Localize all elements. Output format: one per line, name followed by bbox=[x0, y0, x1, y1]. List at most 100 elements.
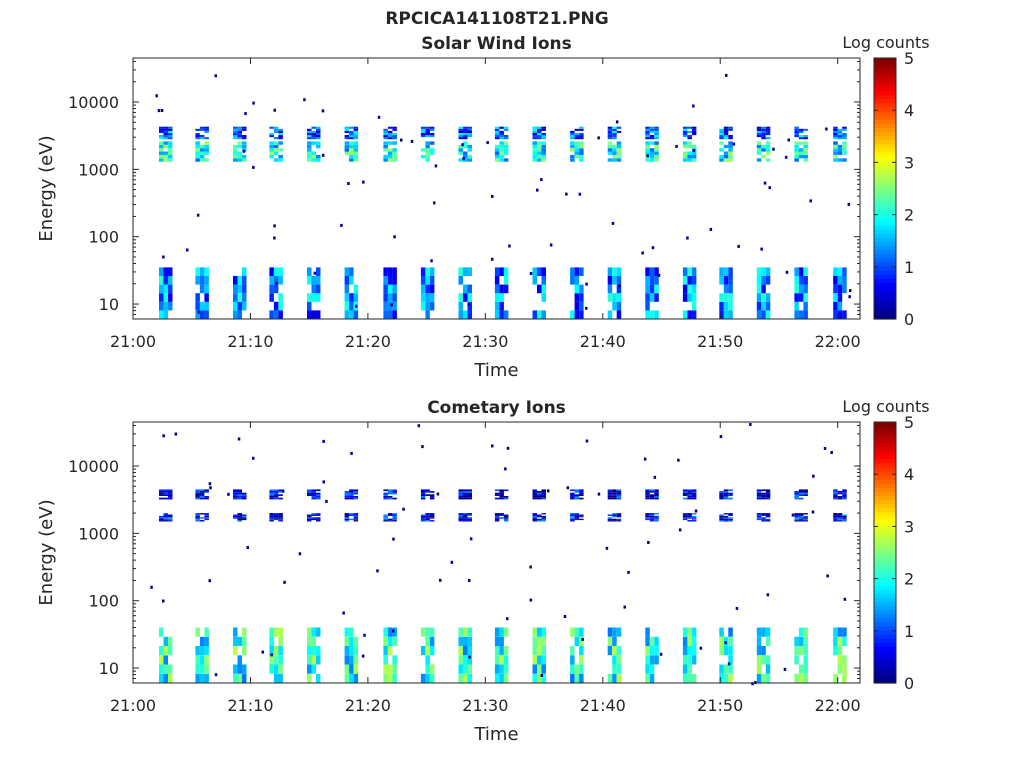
count-cell bbox=[383, 627, 388, 637]
count-cell bbox=[383, 267, 388, 276]
count-cell bbox=[607, 128, 613, 131]
count-cell bbox=[579, 497, 584, 500]
count-cell bbox=[646, 154, 649, 158]
count-cell bbox=[728, 489, 733, 492]
count-cell bbox=[761, 517, 766, 519]
count-cell bbox=[163, 513, 168, 515]
count-cell bbox=[499, 301, 504, 311]
count-cell bbox=[765, 128, 771, 131]
count-cell bbox=[503, 284, 509, 294]
colorbar-segment bbox=[874, 135, 896, 141]
count-cell bbox=[204, 514, 209, 516]
colorbar-tick-label: 0 bbox=[904, 674, 914, 693]
count-cell bbox=[463, 284, 468, 294]
colorbar-segment bbox=[874, 180, 896, 186]
count-cell bbox=[798, 489, 804, 492]
count-cell bbox=[344, 518, 350, 521]
y-tick-label: 10000 bbox=[68, 457, 119, 476]
count-cell bbox=[616, 310, 622, 319]
count-cell bbox=[429, 636, 435, 646]
y-tick-label: 100 bbox=[88, 228, 119, 247]
count-cell bbox=[344, 627, 350, 637]
count-cell bbox=[387, 310, 393, 319]
count-cell bbox=[682, 518, 688, 521]
count-cell bbox=[237, 515, 242, 518]
count-cell bbox=[463, 636, 468, 646]
count-cell bbox=[278, 128, 283, 131]
count-cell bbox=[803, 144, 808, 149]
count-cell bbox=[458, 518, 463, 521]
colorbar-segment bbox=[874, 306, 896, 312]
count-cell bbox=[383, 655, 388, 665]
count-cell bbox=[204, 496, 209, 498]
count-cell bbox=[540, 674, 543, 677]
count-cell bbox=[458, 276, 463, 285]
count-cell bbox=[833, 267, 838, 276]
count-cell bbox=[654, 518, 659, 521]
count-cell bbox=[616, 664, 622, 674]
count-cell bbox=[687, 514, 692, 516]
count-cell bbox=[392, 629, 395, 633]
count-cell bbox=[387, 133, 393, 136]
count-cell bbox=[649, 664, 655, 674]
count-cell bbox=[532, 515, 537, 518]
count-cell bbox=[723, 130, 729, 133]
count-cell bbox=[803, 664, 808, 674]
count-cell bbox=[425, 664, 430, 674]
count-cell bbox=[383, 518, 388, 521]
count-cell bbox=[570, 496, 575, 498]
count-cell bbox=[199, 310, 205, 319]
count-cell bbox=[429, 284, 435, 294]
count-cell bbox=[837, 148, 843, 152]
count-cell bbox=[645, 664, 650, 674]
count-cell bbox=[574, 517, 580, 519]
count-cell bbox=[765, 514, 771, 516]
count-cell bbox=[687, 491, 692, 493]
count-cell bbox=[503, 144, 509, 149]
count-cell bbox=[803, 310, 808, 319]
count-cell bbox=[654, 128, 659, 131]
count-cell bbox=[579, 310, 584, 319]
count-cell bbox=[649, 513, 655, 515]
count-cell bbox=[392, 276, 397, 285]
count-cell bbox=[429, 141, 435, 145]
count-cell bbox=[316, 293, 321, 302]
count-cell bbox=[607, 518, 613, 521]
count-cell bbox=[837, 144, 843, 149]
count-cell bbox=[353, 515, 359, 518]
count-cell bbox=[645, 158, 650, 162]
count-cell bbox=[837, 646, 843, 656]
count-cell bbox=[425, 494, 430, 496]
count-cell bbox=[765, 520, 771, 522]
count-cell bbox=[159, 135, 164, 138]
count-cell bbox=[691, 494, 697, 496]
count-cell bbox=[273, 492, 279, 495]
count-cell bbox=[803, 293, 808, 302]
count-cell bbox=[499, 636, 504, 646]
count-cell bbox=[494, 494, 500, 496]
count-cell bbox=[311, 158, 316, 162]
count-cell bbox=[687, 135, 692, 138]
count-cell bbox=[383, 646, 388, 656]
spectrogram-cells bbox=[150, 423, 847, 686]
colorbar-segment bbox=[874, 515, 896, 521]
count-cell bbox=[503, 148, 509, 152]
count-cell bbox=[499, 293, 504, 302]
count-cell bbox=[467, 158, 472, 162]
count-cell bbox=[654, 494, 659, 496]
count-cell bbox=[316, 310, 321, 319]
count-cell bbox=[728, 517, 733, 519]
count-cell bbox=[383, 497, 388, 500]
count-cell bbox=[383, 492, 388, 495]
count-cell bbox=[612, 158, 617, 162]
count-cell bbox=[420, 491, 426, 493]
count-cell bbox=[307, 489, 312, 492]
count-cell bbox=[687, 310, 692, 319]
count-cell bbox=[468, 129, 471, 133]
count-cell bbox=[837, 513, 843, 515]
count-cell bbox=[269, 489, 274, 492]
count-cell bbox=[499, 267, 504, 276]
count-cell bbox=[463, 491, 468, 493]
count-cell bbox=[612, 636, 617, 646]
count-cell bbox=[612, 655, 617, 665]
